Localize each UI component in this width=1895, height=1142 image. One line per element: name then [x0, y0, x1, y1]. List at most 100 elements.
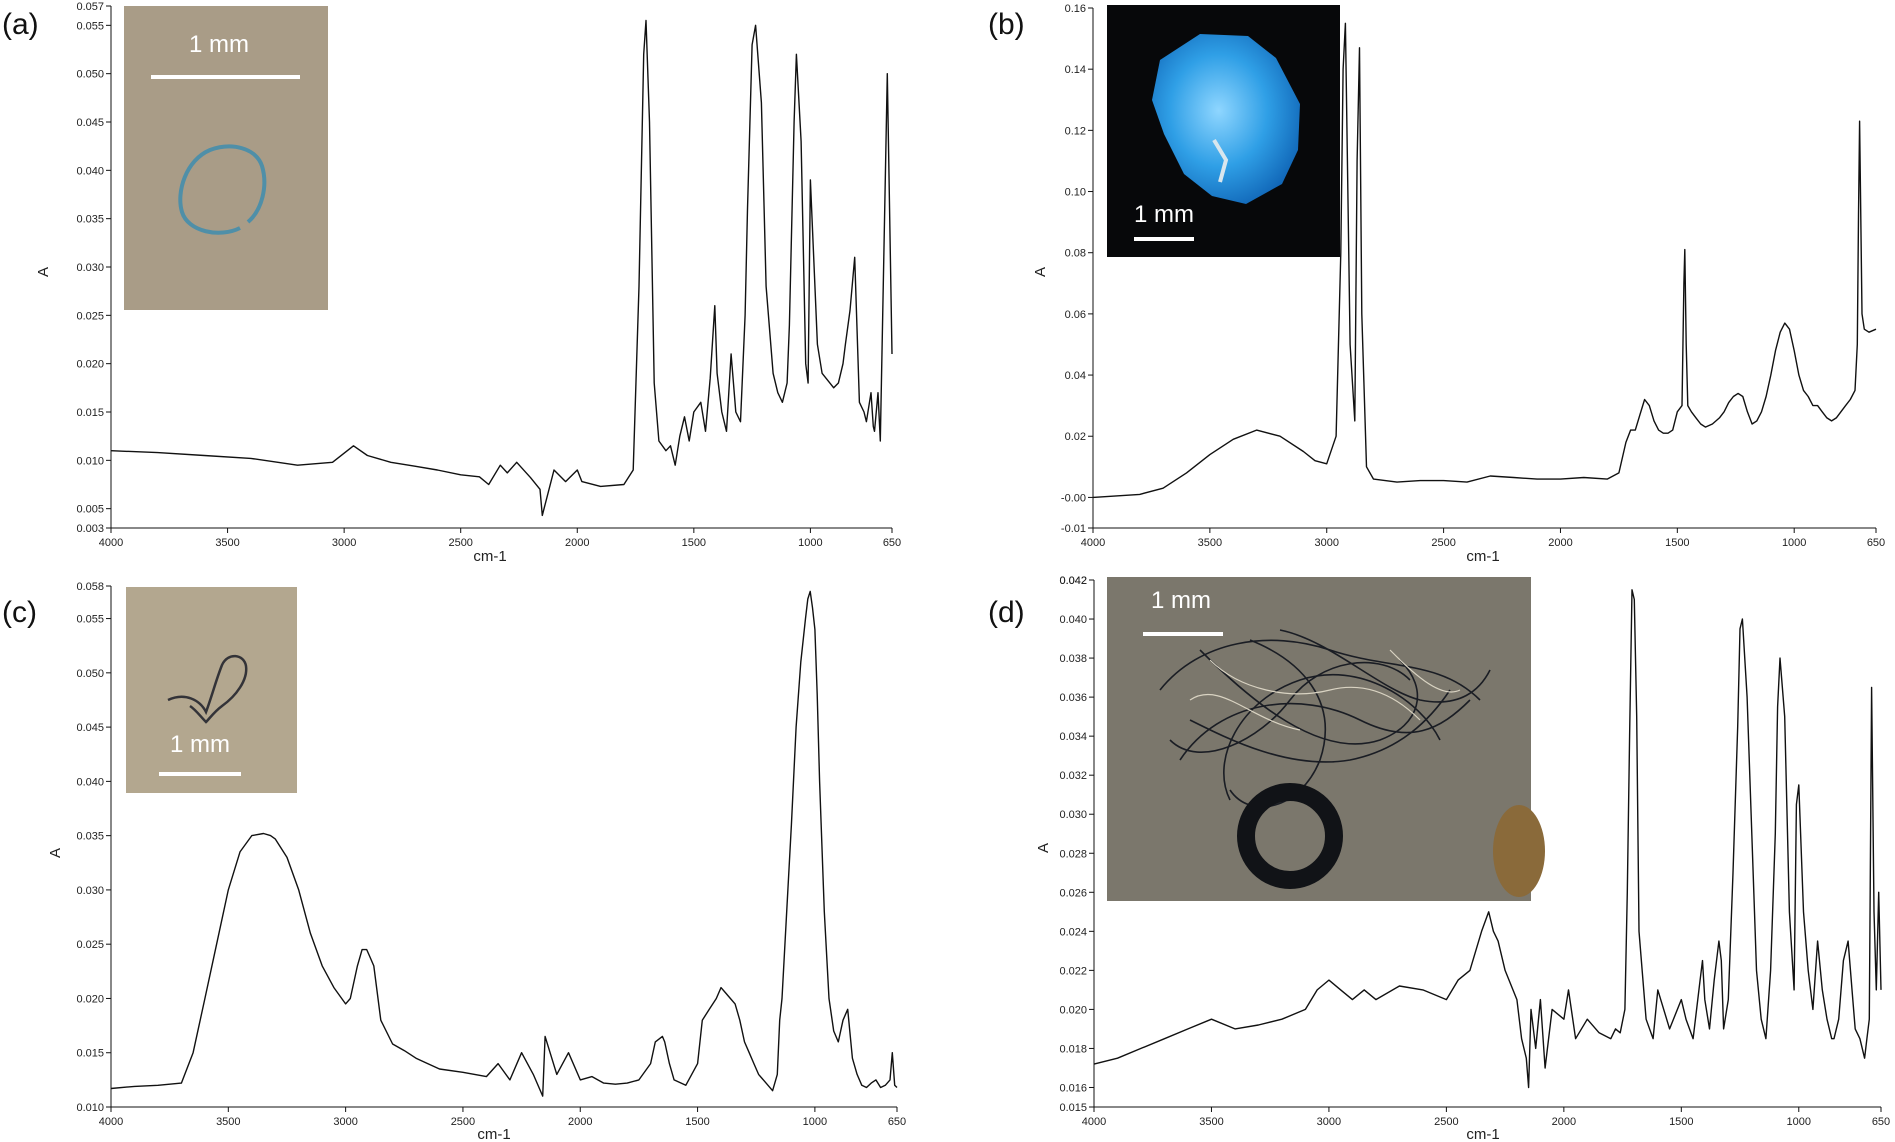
y-tick-label-d: 0.030 [1059, 809, 1087, 821]
y-tick-label-a: 0.040 [76, 165, 104, 177]
plot-area-d: 4000 3500 3000 2500 2000 1500 1000 650 0.015 0.01… [1059, 575, 1890, 1128]
x-tick-label-a: 1500 [682, 537, 706, 549]
y-tick-label-d: 0.040 [1059, 614, 1087, 626]
x-tick-label-b: 2000 [1548, 537, 1572, 549]
y-tick-label-d: 0.042 [1059, 575, 1087, 587]
y-tick-label-b: 0.16 [1065, 3, 1086, 15]
y-tick-label-a: 0.050 [76, 69, 104, 81]
x-axis-title-c: cm-1 [477, 1126, 510, 1142]
y-tick-label-c: 0.040 [76, 776, 104, 788]
spectrum-line-c [110, 590, 898, 1097]
panel-label-a: (a) [2, 8, 39, 41]
y-tick-label-c: 0.050 [76, 668, 104, 680]
y-tick-label-b: 0.14 [1065, 64, 1086, 76]
y-tick-label-c: 0.035 [76, 831, 104, 843]
x-tick-label-d: 4000 [1082, 1116, 1106, 1128]
y-tick-label-c: 0.015 [76, 1048, 104, 1060]
plot-area-a: 4000 3500 3000 2500 2000 1500 1000 650 0.003 0.00… [76, 1, 901, 549]
y-tick-label-c: 0.010 [76, 1102, 104, 1114]
scale-label-b: 1 mm [1134, 201, 1194, 228]
x-tick-label-a: 3000 [332, 537, 356, 549]
x-tick-label-b: 4000 [1081, 537, 1105, 549]
x-axis-title-d: cm-1 [1466, 1126, 1499, 1142]
panel-c: (c) 4000 3500 3000 2500 2000 1500 1000 650 0.010… [2, 581, 906, 1142]
y-tick-label-b: -0.01 [1061, 523, 1086, 535]
y-tick-label-b: -0.00 [1061, 492, 1086, 504]
y-tick-label-a: 0.030 [76, 262, 104, 274]
y-axis-title-a: A [35, 267, 52, 277]
y-tick-label-d: 0.042 [1059, 575, 1087, 587]
x-tick-label-c: 4000 [99, 1116, 123, 1128]
x-tick-label-d: 3000 [1317, 1116, 1341, 1128]
panel-d: (d) 4000 3500 3000 2500 2000 1500 1000 650 0.015… [988, 575, 1890, 1142]
y-tick-label-a: 0.003 [76, 523, 104, 535]
inset-photo-d: 1 mm [1107, 577, 1545, 901]
y-tick-label-a: 0.020 [76, 359, 104, 371]
x-tick-label-d: 1500 [1669, 1116, 1693, 1128]
y-tick-label-a: 0.035 [76, 214, 104, 226]
x-tick-label-c: 3500 [216, 1116, 240, 1128]
y-axis-title-d: A [1035, 843, 1052, 853]
x-tick-label-a: 3500 [215, 537, 239, 549]
x-tick-label-d: 2000 [1552, 1116, 1576, 1128]
fiber-loop-a [178, 144, 267, 235]
x-tick-label-b: 1500 [1665, 537, 1689, 549]
x-tick-label-d: 2500 [1434, 1116, 1458, 1128]
y-tick-label-c: 0.058 [76, 581, 104, 593]
x-tick-label-d: 650 [1872, 1116, 1890, 1128]
x-tick-label-b: 2500 [1431, 537, 1455, 549]
x-tick-label-d: 3500 [1199, 1116, 1223, 1128]
y-tick-label-b: 0.10 [1065, 187, 1086, 199]
plot-area-c: 4000 3500 3000 2500 2000 1500 1000 650 0.010 0.01… [76, 581, 906, 1128]
x-tick-label-b: 1000 [1782, 537, 1806, 549]
y-tick-label-a: 0.015 [76, 407, 104, 419]
x-tick-label-c: 1000 [803, 1116, 827, 1128]
y-axis-title-b: A [1032, 267, 1049, 277]
y-tick-label-d: 0.026 [1059, 887, 1087, 899]
y-tick-label-b: 0.02 [1065, 431, 1086, 443]
panel-label-c: (c) [2, 596, 37, 629]
x-tick-label-c: 2000 [568, 1116, 592, 1128]
plot-area-b: 4000 3500 3000 2500 2000 1500 1000 650 -0.01 -0.0… [1061, 3, 1885, 549]
panel-b: (b) 4000 3500 3000 2500 2000 1500 1000 650 -0.01… [988, 3, 1885, 565]
y-tick-label-a: 0.025 [76, 310, 104, 322]
x-tick-label-c: 3000 [333, 1116, 357, 1128]
y-tick-label-a: 0.057 [76, 1, 104, 13]
x-tick-label-c: 1500 [685, 1116, 709, 1128]
x-tick-label-c: 650 [888, 1116, 906, 1128]
y-tick-label-d: 0.032 [1059, 770, 1087, 782]
y-tick-label-b: 0.04 [1065, 370, 1086, 382]
fiber-tangle-d [1159, 629, 1491, 808]
y-axis-title-c: A [47, 848, 64, 858]
y-tick-label-a: 0.010 [76, 455, 104, 467]
y-tick-label-b: 0.08 [1065, 248, 1086, 260]
y-tick-label-d: 0.018 [1059, 1043, 1087, 1055]
x-tick-label-c: 2500 [451, 1116, 475, 1128]
x-tick-label-b: 3000 [1314, 537, 1338, 549]
y-tick-label-d: 0.016 [1059, 1082, 1087, 1094]
y-tick-label-d: 0.024 [1059, 926, 1087, 938]
y-tick-label-a: 0.045 [76, 117, 104, 129]
spectrum-line-a [110, 19, 893, 517]
panel-label-b: (b) [988, 8, 1025, 41]
y-tick-label-a: 0.055 [76, 20, 104, 32]
x-tick-label-d: 1000 [1787, 1116, 1811, 1128]
fragment-highlight-b [1212, 138, 1229, 183]
spectrum-line-b [1092, 22, 1877, 499]
scale-label-a: 1 mm [189, 31, 249, 58]
y-tick-label-d: 0.038 [1059, 653, 1087, 665]
y-tick-label-c: 0.045 [76, 722, 104, 734]
fiber-c [167, 654, 248, 724]
y-tick-label-d: 0.022 [1059, 965, 1087, 977]
y-tick-label-b: 0.12 [1065, 125, 1086, 137]
blue-fragment-b [1152, 34, 1300, 204]
y-tick-label-a: 0.005 [76, 504, 104, 516]
y-tick-label-d: 0.020 [1059, 1004, 1087, 1016]
x-tick-label-b: 650 [1867, 537, 1885, 549]
panel-label-d: (d) [988, 596, 1025, 629]
y-tick-label-b: 0.06 [1065, 309, 1086, 321]
y-tick-label-d: 0.036 [1059, 692, 1087, 704]
inset-photo-c: 1 mm [126, 587, 297, 793]
y-tick-label-d: 0.015 [1059, 1102, 1087, 1114]
inset-photo-b: 1 mm [1107, 5, 1340, 257]
